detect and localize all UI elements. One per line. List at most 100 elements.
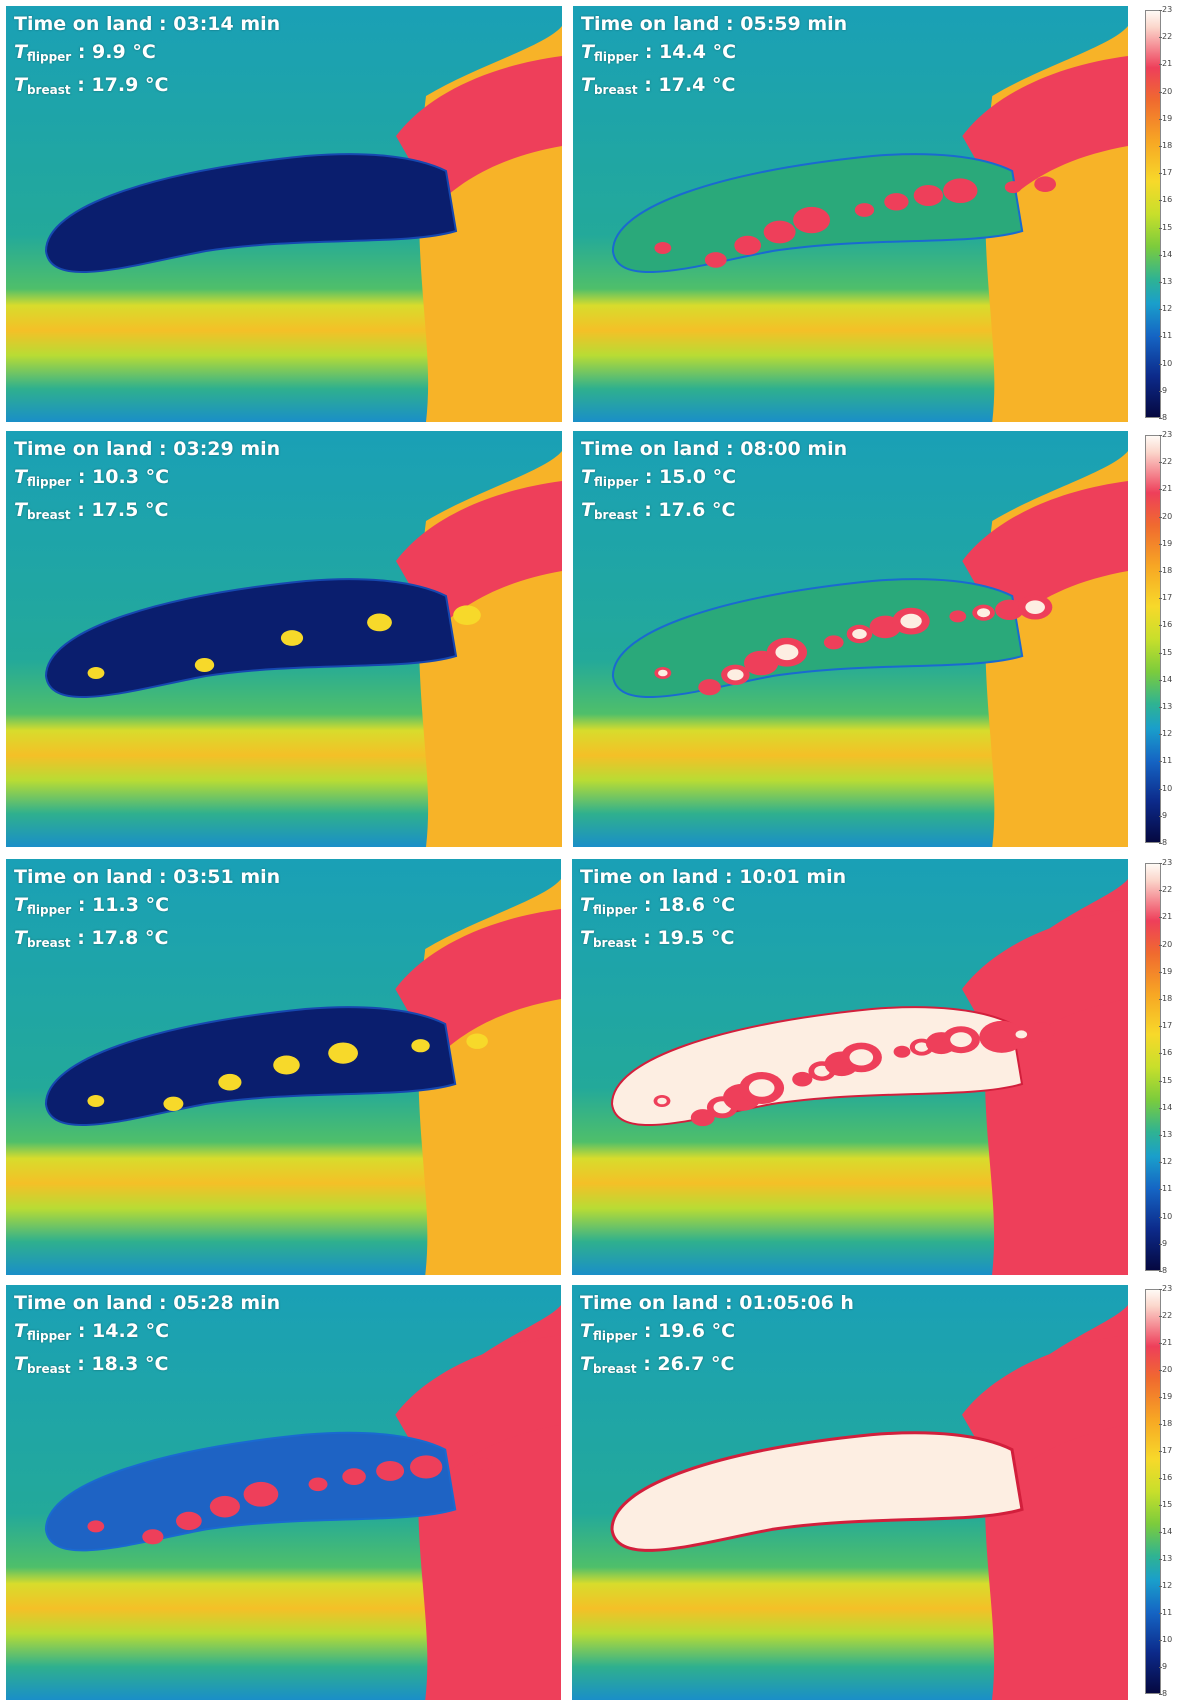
scale-tick: 19 <box>1158 1392 1173 1401</box>
time-label: Time on land : <box>581 438 741 460</box>
heat-spot <box>1027 1022 1055 1042</box>
scale-tick: 16 <box>1158 1048 1173 1058</box>
breast-temp-line: Tbreast : 26.7 °C <box>580 1353 735 1376</box>
heat-spot-core <box>977 608 991 618</box>
heat-spot <box>163 1096 184 1111</box>
breast-temp-value: 17.5 <box>91 499 139 521</box>
scale-tick: 10 <box>1158 1211 1173 1221</box>
scale-tick: 17 <box>1158 1446 1173 1455</box>
temperature-readout: Time on land : 05:59 min Tflipper : 14.4… <box>581 10 847 104</box>
unit: °C <box>145 894 170 916</box>
time-value: 03:14 min <box>173 13 281 35</box>
heat-spot <box>328 1042 358 1064</box>
scale-tick: 21 <box>1158 484 1173 494</box>
heat-spot <box>273 1055 300 1075</box>
heat-spot <box>949 610 967 623</box>
flipper-symbol: T <box>14 466 27 488</box>
breast-temp-value: 18.3 <box>91 1353 139 1375</box>
scale-tick: 23 <box>1158 430 1173 439</box>
thermal-panel: Time on land : 03:51 min Tflipper : 11.3… <box>6 859 561 1275</box>
flipper-temp-value: 18.6 <box>658 894 705 916</box>
heat-spot <box>943 178 978 203</box>
flipper-subscript: flipper <box>26 50 72 64</box>
heat-spot <box>698 679 721 696</box>
heat-spot-core <box>727 669 744 681</box>
color-scale: 23 22 21 20 19 18 17 16 15 14 13 12 11 10 9 8 <box>1143 4 1189 424</box>
time-value: 05:59 min <box>740 13 848 35</box>
scale-tick: 20 <box>1158 86 1173 96</box>
thermal-image <box>6 431 562 847</box>
scale-tick: 14 <box>1158 1102 1173 1112</box>
flipper-symbol: T <box>580 894 593 916</box>
heat-spot <box>308 1477 328 1492</box>
heat-spot <box>995 599 1024 620</box>
breast-symbol: T <box>14 74 27 96</box>
color-scale-bar <box>1145 863 1161 1271</box>
heat-spot-core <box>658 669 668 677</box>
heat-spot <box>466 1033 488 1049</box>
thermal-image <box>6 1285 561 1700</box>
scale-tick: 22 <box>1158 32 1173 42</box>
heat-spot-core <box>775 644 799 661</box>
breast-temp-value: 17.9 <box>91 74 139 96</box>
unit: °C <box>712 466 737 488</box>
unit: °C <box>144 499 169 521</box>
time-label: Time on land : <box>14 866 174 888</box>
flipper-symbol: T <box>14 1320 27 1342</box>
scale-tick: 20 <box>1158 511 1173 521</box>
heat-spot <box>823 635 844 650</box>
heat-spot <box>376 1460 405 1481</box>
time-value: 05:28 min <box>173 1292 281 1314</box>
flipper-temp-line: Tflipper : 18.6 °C <box>580 894 736 917</box>
scale-tick: 19 <box>1158 538 1173 548</box>
heat-spot <box>884 193 909 211</box>
flipper-temp-value: 19.6 <box>658 1320 705 1342</box>
heat-spot <box>453 605 481 625</box>
heat-spot-core <box>852 629 867 639</box>
heat-spot <box>654 242 672 254</box>
thermal-panel: Time on land : 05:59 min Tflipper : 14.4… <box>573 6 1128 422</box>
breast-temp-line: Tbreast : 17.5 °C <box>14 499 169 522</box>
breast-temp-line: Tbreast : 17.6 °C <box>581 499 736 522</box>
breast-symbol: T <box>581 499 594 521</box>
breast-symbol: T <box>14 927 27 949</box>
scale-tick: 9 <box>1158 385 1168 395</box>
thermal-panel: Time on land : 10:01 min Tflipper : 18.6… <box>572 859 1128 1275</box>
breast-symbol: T <box>14 499 27 521</box>
scale-tick: 18 <box>1158 141 1173 150</box>
scale-tick: 10 <box>1158 358 1173 368</box>
scale-tick: 20 <box>1158 1365 1173 1374</box>
heat-spot <box>243 1481 279 1507</box>
thermal-panel: Time on land : 03:29 min Tflipper : 10.3… <box>6 431 562 847</box>
unit: °C <box>711 499 736 521</box>
breast-subscript: breast <box>26 83 71 97</box>
scale-tick: 8 <box>1158 838 1168 847</box>
heat-spot <box>280 630 304 646</box>
flipper-temp-value: 14.2 <box>92 1320 139 1342</box>
breast-temp-line: Tbreast : 17.8 °C <box>14 927 169 950</box>
scale-tick: 23 <box>1158 1284 1173 1293</box>
flipper-temp-line: Tflipper : 10.3 °C <box>14 466 170 489</box>
unit: °C <box>710 927 735 949</box>
unit: °C <box>144 927 169 949</box>
unit: °C <box>144 74 169 96</box>
breast-temp-line: Tbreast : 17.4 °C <box>581 74 736 97</box>
flipper-temp-value: 11.3 <box>92 894 139 916</box>
scale-tick: 21 <box>1158 59 1173 69</box>
flipper-subscript: flipper <box>26 1329 72 1343</box>
heat-spot <box>792 1071 813 1087</box>
scale-tick: 9 <box>1158 1238 1168 1248</box>
scale-tick: 11 <box>1158 1608 1173 1617</box>
temperature-readout: Time on land : 08:00 min Tflipper : 15.0… <box>581 435 847 529</box>
scale-tick: 18 <box>1158 1419 1173 1428</box>
scale-tick: 8 <box>1158 1689 1168 1698</box>
flipper-temp-line: Tflipper : 11.3 °C <box>14 894 170 917</box>
heat-spot-core <box>849 1049 874 1066</box>
scale-tick: 15 <box>1158 1500 1173 1509</box>
scale-tick: 11 <box>1158 1184 1173 1194</box>
flipper <box>44 578 458 699</box>
heat-spot <box>893 1045 911 1058</box>
scale-tick: 22 <box>1158 457 1173 467</box>
heat-spot-core <box>914 1042 929 1052</box>
scale-tick: 12 <box>1158 1157 1173 1167</box>
